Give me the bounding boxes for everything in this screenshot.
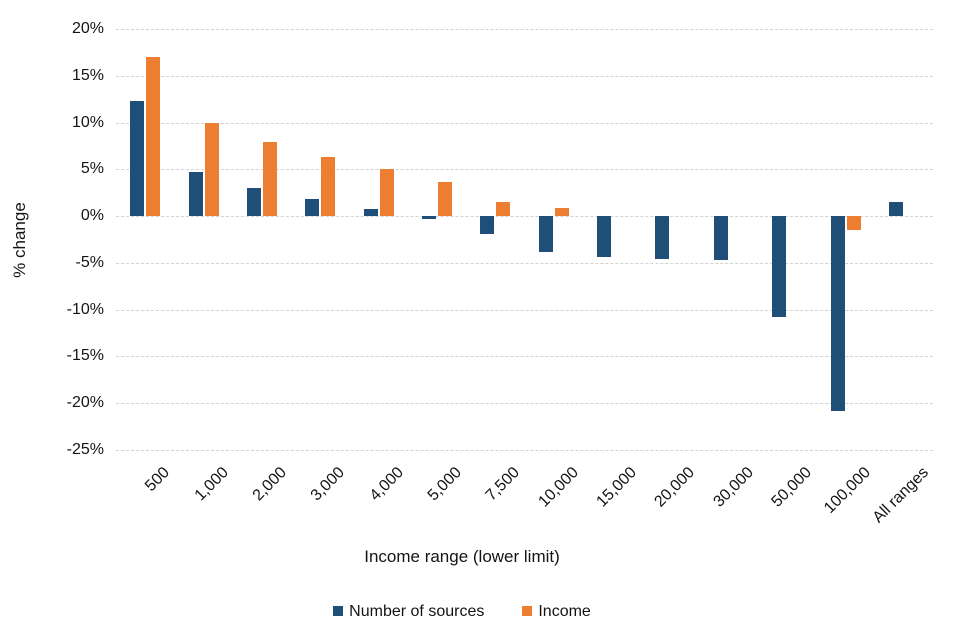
bar-income [321, 157, 336, 217]
bar-number-of-sources [422, 216, 436, 219]
y-tick-label: -15% [66, 347, 104, 365]
gridline [116, 216, 933, 218]
y-tick-label: 5% [80, 160, 104, 178]
bar-number-of-sources [246, 188, 261, 217]
bar-number-of-sources [597, 216, 611, 258]
legend-item-number-of-sources: Number of sources [333, 603, 484, 621]
gridline [116, 262, 933, 264]
y-tick-label: -20% [66, 394, 104, 412]
bar-number-of-sources [772, 216, 787, 318]
gridline [116, 309, 933, 311]
y-tick-label: 15% [71, 66, 104, 84]
bar-income [438, 182, 452, 217]
bar-number-of-sources [538, 216, 553, 252]
bar-number-of-sources [480, 216, 495, 234]
bar-number-of-sources [305, 199, 320, 217]
y-tick-label: -10% [66, 300, 104, 318]
y-tick-label: 10% [71, 113, 104, 131]
legend-label: Number of sources [349, 603, 485, 620]
gridline [116, 122, 933, 124]
legend-label: Income [538, 603, 591, 620]
bar-number-of-sources [713, 216, 728, 261]
bar-number-of-sources [655, 216, 670, 260]
y-tick-label: -25% [66, 441, 104, 458]
legend-swatch-number-of-sources [333, 605, 344, 616]
y-tick-label: -5% [75, 253, 104, 271]
y-tick-label: 0% [80, 207, 104, 225]
gridline [116, 75, 933, 77]
bar-income [496, 202, 511, 217]
y-tick-label: 20% [71, 20, 104, 37]
bar-number-of-sources [188, 172, 203, 217]
legend-swatch-income [522, 605, 533, 616]
gridline [116, 403, 933, 405]
gridline [116, 356, 933, 358]
legend-item-income: Income [522, 603, 591, 621]
bar-income [379, 169, 394, 217]
bar-income [262, 142, 277, 217]
x-axis-title: Income range (lower limit) [364, 547, 560, 566]
bar-income [846, 216, 861, 231]
bar-income [554, 207, 569, 217]
bar-number-of-sources [130, 101, 145, 217]
bar-number-of-sources [363, 208, 378, 217]
gridline [116, 450, 933, 451]
gridline [116, 169, 933, 171]
legend: Number of sources Income [62, 603, 862, 621]
gridline [116, 29, 933, 30]
bar-number-of-sources [888, 202, 903, 217]
bar-number-of-sources [830, 216, 845, 411]
bar-income [146, 57, 161, 217]
bar-income [204, 122, 219, 217]
